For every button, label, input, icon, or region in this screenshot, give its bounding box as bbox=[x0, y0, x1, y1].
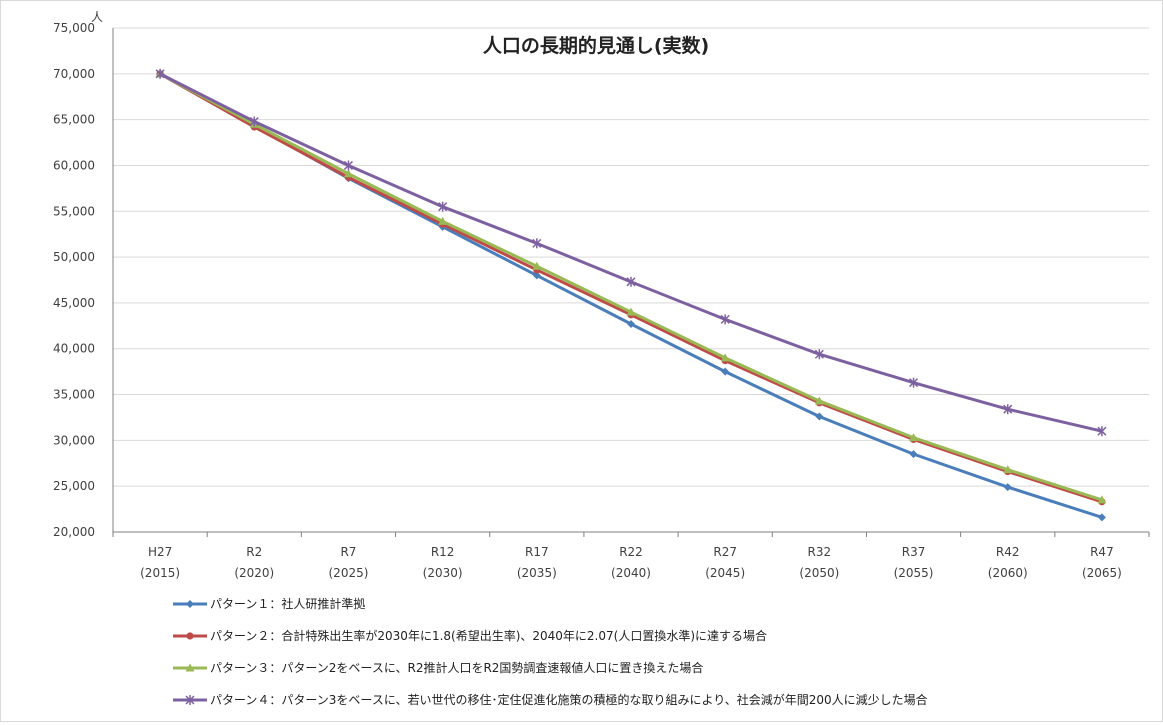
x-tick-label: R22 bbox=[619, 545, 643, 559]
data-point bbox=[343, 160, 353, 171]
x-tick-sublabel: (2035) bbox=[517, 566, 557, 580]
axes: 20,000 25,000 30,000 35,000 40,000 45,000 50,0… bbox=[53, 21, 1150, 580]
y-tick-label: 40,000 bbox=[53, 342, 95, 356]
data-point bbox=[720, 353, 730, 362]
y-tick-label: 60,000 bbox=[53, 158, 95, 172]
x-tick-sublabel: (2045) bbox=[705, 566, 745, 580]
series-4 bbox=[155, 68, 1107, 437]
legend-item-1: パターン１：社人研推計準拠 bbox=[173, 596, 365, 611]
x-tick-sublabel: (2030) bbox=[423, 566, 463, 580]
data-point bbox=[909, 377, 919, 388]
data-point bbox=[186, 632, 194, 640]
data-point bbox=[186, 600, 194, 608]
data-point bbox=[815, 412, 824, 421]
data-point bbox=[343, 169, 353, 178]
data-point bbox=[438, 216, 448, 225]
x-tick-label: R2 bbox=[246, 545, 262, 559]
y-tick-label: 70,000 bbox=[53, 67, 95, 81]
data-point bbox=[814, 349, 824, 360]
data-point bbox=[1003, 465, 1013, 474]
data-point bbox=[1097, 426, 1107, 437]
data-point bbox=[721, 367, 730, 376]
y-tick-label: 55,000 bbox=[53, 204, 95, 218]
x-tick-label: R32 bbox=[808, 545, 832, 559]
y-axis-unit-label: 人 bbox=[91, 10, 103, 24]
data-point bbox=[532, 238, 542, 249]
x-tick-label: R27 bbox=[713, 545, 737, 559]
data-point bbox=[1003, 483, 1012, 492]
y-tick-label: 45,000 bbox=[53, 296, 95, 310]
data-point bbox=[185, 695, 195, 705]
legend: パターン１：社人研推計準拠パターン２：合計特殊出生率が2030年に1.8(希望出… bbox=[173, 596, 928, 707]
x-tick-label: R17 bbox=[525, 545, 549, 559]
data-point bbox=[185, 663, 195, 672]
data-point bbox=[626, 276, 636, 287]
data-point bbox=[438, 201, 448, 212]
data-point bbox=[909, 450, 918, 459]
x-tick-sublabel: (2050) bbox=[799, 566, 839, 580]
x-tick-label: R12 bbox=[431, 545, 455, 559]
series-lines bbox=[155, 68, 1107, 522]
x-tick-sublabel: (2040) bbox=[611, 566, 651, 580]
x-tick-sublabel: (2015) bbox=[140, 566, 180, 580]
y-tick-label: 65,000 bbox=[53, 113, 95, 127]
x-tick-label: R47 bbox=[1090, 545, 1114, 559]
chart-title: 人口の長期的見通し(実数) bbox=[483, 34, 709, 57]
data-point bbox=[720, 314, 730, 325]
data-point bbox=[627, 319, 635, 328]
y-tick-label: 25,000 bbox=[53, 479, 95, 493]
legend-label: パターン３：パターン2をベースに、R2推計人口をR2国勢調査速報値人口に置き換え… bbox=[210, 660, 703, 675]
data-point bbox=[249, 116, 259, 127]
data-point bbox=[155, 68, 165, 79]
legend-item-4: パターン４：パターン3をベースに、若い世代の移住･定住促進化施策の積極的な取り組… bbox=[173, 692, 928, 707]
legend-label: パターン２：合計特殊出生率が2030年に1.8(希望出生率)、2040年に2.0… bbox=[210, 628, 767, 643]
legend-item-2: パターン２：合計特殊出生率が2030年に1.8(希望出生率)、2040年に2.0… bbox=[173, 628, 767, 643]
x-tick-sublabel: (2025) bbox=[329, 566, 369, 580]
y-tick-label: 30,000 bbox=[53, 433, 95, 447]
y-tick-label: 20,000 bbox=[53, 525, 95, 539]
y-tick-label: 50,000 bbox=[53, 250, 95, 264]
y-tick-label: 75,000 bbox=[53, 21, 95, 35]
series-3 bbox=[155, 69, 1107, 504]
x-tick-sublabel: (2060) bbox=[988, 566, 1028, 580]
x-tick-label: H27 bbox=[148, 545, 172, 559]
x-tick-sublabel: (2065) bbox=[1082, 566, 1122, 580]
series-line bbox=[159, 72, 1103, 433]
data-point bbox=[626, 307, 636, 316]
y-tick-label: 35,000 bbox=[53, 388, 95, 402]
series-line bbox=[159, 72, 1103, 519]
legend-item-3: パターン３：パターン2をベースに、R2推計人口をR2国勢調査速報値人口に置き換え… bbox=[173, 660, 703, 675]
data-point bbox=[909, 433, 919, 442]
x-tick-sublabel: (2020) bbox=[234, 566, 274, 580]
data-point bbox=[532, 271, 541, 280]
data-point bbox=[1003, 404, 1013, 415]
legend-label: パターン１：社人研推計準拠 bbox=[210, 596, 365, 611]
x-tick-sublabel: (2055) bbox=[894, 566, 934, 580]
data-point bbox=[1097, 495, 1107, 504]
series-line bbox=[159, 72, 1103, 504]
x-tick-label: R42 bbox=[996, 545, 1020, 559]
data-point bbox=[1097, 513, 1106, 522]
gridlines bbox=[113, 27, 1149, 487]
legend-label: パターン４：パターン3をベースに、若い世代の移住･定住促進化施策の積極的な取り組… bbox=[210, 692, 928, 707]
data-point bbox=[814, 396, 824, 405]
data-point bbox=[532, 261, 542, 270]
x-tick-label: R37 bbox=[902, 545, 926, 559]
x-tick-label: R7 bbox=[340, 545, 356, 559]
series-line bbox=[159, 72, 1103, 502]
